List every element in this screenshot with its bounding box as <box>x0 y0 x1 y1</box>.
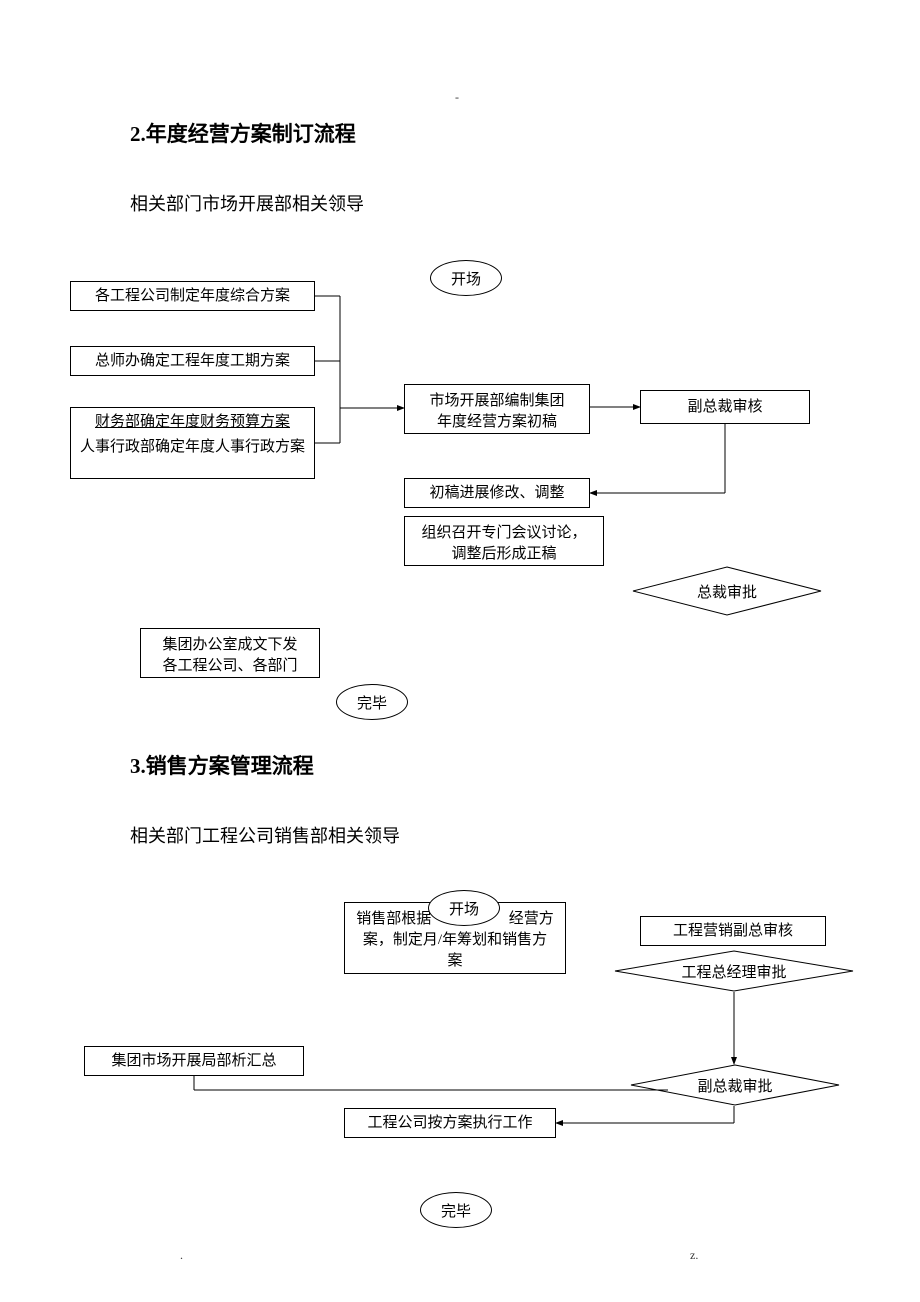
section3-start-ellipse: 开场 <box>428 890 500 926</box>
section2-subheading: 相关部门市场开展部相关领导 <box>130 190 364 216</box>
section3-mid-box2-text: 工程公司按方案执行工作 <box>367 1113 532 1134</box>
section2-mid-box3: 组织召开专门会议讨论， 调整后形成正稿 <box>404 516 604 566</box>
s3-m1-c: 案，制定月/年筹划和销售方 <box>363 932 547 948</box>
section2-mid-box1: 市场开展部编制集团 年度经营方案初稿 <box>404 384 590 434</box>
section2-mid-box1-line2: 年度经营方案初稿 <box>437 414 557 430</box>
section2-right-box1: 副总裁审核 <box>640 390 810 424</box>
section3-mid-box2: 工程公司按方案执行工作 <box>344 1108 556 1138</box>
section3-start-label: 开场 <box>449 898 479 919</box>
page-root: - 2.年度经营方案制订流程 相关部门市场开展部相关领导 开场 各工程公司制定年… <box>0 0 920 1302</box>
section2-bl-line1: 集团办公室成文下发 <box>162 637 297 653</box>
section2-mid-box3-line1: 组织召开专门会议讨论， <box>421 525 586 541</box>
s3-m1-d: 案 <box>447 953 462 969</box>
section2-start-ellipse: 开场 <box>430 260 502 296</box>
section2-left-box1: 各工程公司制定年度综合方案 <box>70 281 315 311</box>
section2-start-label: 开场 <box>451 268 481 289</box>
section3-end-label: 完毕 <box>441 1200 471 1221</box>
section2-mid-box3-line2: 调整后形成正稿 <box>451 546 556 562</box>
footer-left: . <box>180 1248 183 1263</box>
section3-diamond1: 工程总经理审批 <box>614 950 854 992</box>
section2-left-box2-text: 总师办确定工程年度工期方案 <box>95 351 290 372</box>
section3-right-box1-text: 工程营销副总审核 <box>673 921 793 942</box>
section2-left-box2: 总师办确定工程年度工期方案 <box>70 346 315 376</box>
section2-heading: 2.年度经营方案制订流程 <box>130 118 356 148</box>
section2-diamond1-label: 总裁审批 <box>697 581 757 602</box>
section2-bl-line2: 各工程公司、各部门 <box>162 658 297 674</box>
section2-mid-box1-line1: 市场开展部编制集团 <box>429 393 564 409</box>
top-marker: - <box>455 90 459 105</box>
section2-end-label: 完毕 <box>357 692 387 713</box>
section3-left-box-text: 集团市场开展局部析汇总 <box>111 1051 276 1072</box>
section3-diamond2-label: 副总裁审批 <box>697 1075 772 1096</box>
section3-diamond2: 副总裁审批 <box>630 1064 840 1106</box>
s3-m1-a: 销售部根据 <box>356 911 431 927</box>
section2-end-ellipse: 完毕 <box>336 684 408 720</box>
section3-right-box1: 工程营销副总审核 <box>640 916 826 946</box>
section2-left-box3-line1: 财务部确定年度财务预算方案 <box>95 414 290 430</box>
section2-mid-box2: 初稿进展修改、调整 <box>404 478 590 508</box>
section3-diamond1-label: 工程总经理审批 <box>681 961 786 982</box>
section2-bottom-left-box: 集团办公室成文下发 各工程公司、各部门 <box>140 628 320 678</box>
section3-left-box: 集团市场开展局部析汇总 <box>84 1046 304 1076</box>
section2-left-box1-text: 各工程公司制定年度综合方案 <box>95 286 290 307</box>
section2-left-box3-line2: 人事行政部确定年度人事行政方案 <box>80 439 305 455</box>
section3-end-ellipse: 完毕 <box>420 1192 492 1228</box>
section2-left-box3: 财务部确定年度财务预算方案 人事行政部确定年度人事行政方案 <box>70 407 315 479</box>
section3-subheading: 相关部门工程公司销售部相关领导 <box>130 822 400 848</box>
section2-connectors <box>0 0 920 760</box>
section3-heading: 3.销售方案管理流程 <box>130 750 314 780</box>
footer-right: z. <box>690 1248 698 1263</box>
section2-mid-box2-text: 初稿进展修改、调整 <box>429 483 564 504</box>
s3-m1-b: 经营方 <box>509 911 554 927</box>
section2-right-box1-text: 副总裁审核 <box>687 397 762 418</box>
section2-diamond1: 总裁审批 <box>632 566 822 616</box>
